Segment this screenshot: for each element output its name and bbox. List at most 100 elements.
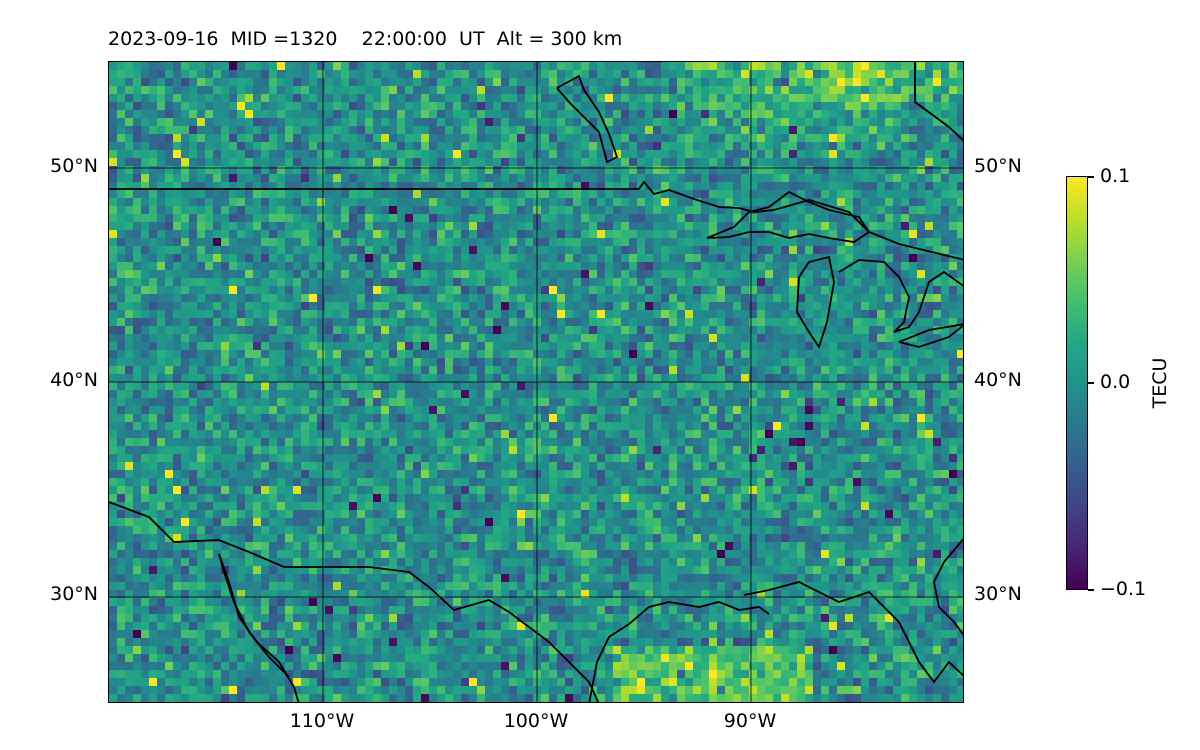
tec-pixel [317,334,325,342]
tec-pixel [365,166,373,174]
tec-pixel [133,190,141,198]
tec-pixel [293,150,301,158]
tec-pixel [797,398,805,406]
tec-pixel [613,342,621,350]
tec-pixel [405,134,413,142]
tec-pixel [261,382,269,390]
tec-pixel [493,182,501,190]
tec-pixel [693,86,701,94]
tec-pixel [357,302,365,310]
tec-pixel [437,310,445,318]
tec-pixel [485,142,493,150]
tec-pixel [253,70,261,78]
tec-pixel [861,342,869,350]
tec-pixel [877,246,885,254]
tec-pixel [957,174,963,182]
tec-pixel [381,254,389,262]
tec-pixel [469,406,477,414]
tec-pixel [925,294,933,302]
tec-pixel [653,158,661,166]
tec-pixel [525,302,533,310]
tec-pixel [317,254,325,262]
tec-pixel [189,118,197,126]
tec-pixel [589,150,597,158]
tec-pixel [469,150,477,158]
tec-pixel [845,86,853,94]
tec-pixel [317,94,325,102]
tec-pixel [381,102,389,110]
tec-pixel [829,358,837,366]
tec-pixel [461,142,469,150]
tec-pixel [789,390,797,398]
tec-pixel [869,406,877,414]
tec-pixel [317,422,325,430]
tec-pixel [205,158,213,166]
tec-pixel [325,214,333,222]
tec-pixel [589,94,597,102]
tec-pixel [749,246,757,254]
tec-pixel [589,406,597,414]
tec-pixel [221,406,229,414]
tec-pixel [837,182,845,190]
tec-pixel [357,342,365,350]
tec-pixel [141,318,149,326]
tec-pixel [765,182,773,190]
tec-pixel [509,174,517,182]
tec-pixel [541,262,549,270]
tec-pixel [301,158,309,166]
tec-pixel [781,278,789,286]
tec-pixel [365,86,373,94]
tec-pixel [957,230,963,238]
tec-pixel [909,134,917,142]
tec-pixel [357,326,365,334]
tec-pixel [413,326,421,334]
tec-pixel [509,414,517,422]
tec-pixel [229,174,237,182]
tec-pixel [357,334,365,342]
tec-pixel [349,182,357,190]
tec-pixel [741,166,749,174]
tec-pixel [717,414,725,422]
tec-pixel [837,222,845,230]
tec-pixel [269,406,277,414]
tec-pixel [733,182,741,190]
tec-pixel [461,238,469,246]
tec-pixel [541,94,549,102]
tec-pixel [885,206,893,214]
tec-pixel [821,302,829,310]
tec-pixel [653,286,661,294]
tec-pixel [269,382,277,390]
tec-pixel [573,118,581,126]
tec-pixel [949,94,957,102]
tec-pixel [421,366,429,374]
tec-pixel [109,390,117,398]
tec-pixel [613,158,621,166]
tec-pixel [757,70,765,78]
tec-pixel [541,318,549,326]
tec-pixel [733,78,741,86]
tec-pixel [773,310,781,318]
tec-pixel [661,262,669,270]
tec-pixel [565,382,573,390]
tec-pixel [549,182,557,190]
tec-pixel [277,430,285,438]
tec-pixel [173,110,181,118]
tec-pixel [557,70,565,78]
tec-pixel [581,382,589,390]
tec-pixel [413,206,421,214]
tec-pixel [205,374,213,382]
tec-pixel [621,70,629,78]
tec-pixel [453,414,461,422]
tec-pixel [629,398,637,406]
tec-pixel [837,286,845,294]
tec-pixel [845,198,853,206]
tec-pixel [381,150,389,158]
tec-pixel [109,134,117,142]
tec-pixel [693,374,701,382]
tec-pixel [493,126,501,134]
tec-pixel [765,414,773,422]
tec-pixel [741,230,749,238]
tec-pixel [309,254,317,262]
tec-pixel [949,78,957,86]
tec-pixel [645,206,653,214]
